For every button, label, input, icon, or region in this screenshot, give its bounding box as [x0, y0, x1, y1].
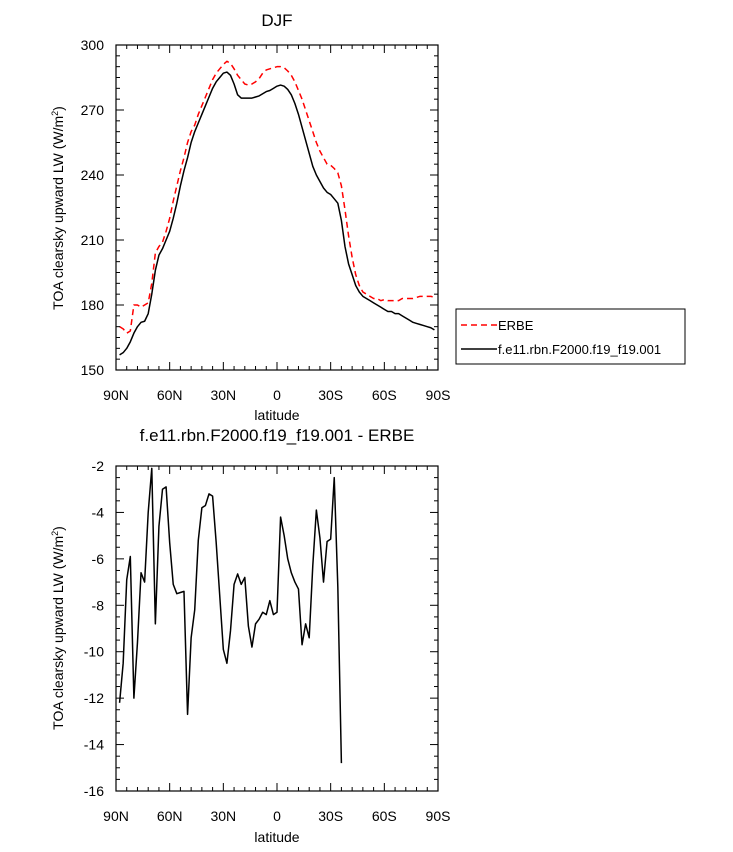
top-chart: DJF 90N 60N 30N 0 30S 60S 90S 150 180 210 240 270 30… [50, 11, 686, 423]
top-chart-xlabel: latitude [254, 407, 299, 423]
bottom-chart-title: f.e11.rbn.F2000.f19_f19.001 - ERBE [140, 426, 415, 445]
top-ytick-label: 270 [81, 102, 105, 118]
bottom-chart-ylabel: TOA clearsky upward LW (W/m2) [50, 526, 66, 730]
top-ytick-label: 240 [81, 167, 105, 183]
top-xtick-label: 60N [157, 387, 183, 403]
bottom-ytick-label: -16 [84, 783, 104, 799]
top-series-line-1 [119, 71, 435, 356]
legend-box [455, 308, 686, 365]
top-xtick-label: 90N [103, 387, 129, 403]
top-chart-ylabel-suffix: ) [50, 106, 66, 111]
top-series-line-0 [119, 60, 435, 334]
bottom-chart-ylabel-suffix: ) [50, 526, 66, 531]
bottom-chart-xlabel: latitude [254, 829, 299, 845]
legend-label-erbe: ERBE [498, 318, 534, 333]
bottom-ytick-label: -14 [84, 737, 104, 753]
top-chart-ylabel-superscript: 2 [50, 111, 60, 116]
bottom-chart-ticks: 90N 60N 30N 0 30S 60S 90S -16 -14 -12 -10 -8 -6 -4 -2 [84, 458, 451, 824]
top-chart-series [119, 60, 435, 356]
bottom-xtick-label: 30S [318, 808, 343, 824]
top-ytick-label: 210 [81, 232, 105, 248]
bottom-xtick-label: 90S [426, 808, 451, 824]
top-ytick-label: 180 [81, 297, 105, 313]
top-xtick-label: 30N [210, 387, 236, 403]
bottom-ytick-label: -2 [92, 458, 105, 474]
bottom-chart-ylabel-main: TOA clearsky upward LW (W/m [50, 536, 66, 730]
top-chart-legend: ERBE f.e11.rbn.F2000.f19_f19.001 [455, 308, 686, 365]
bottom-series-line-0 [118, 467, 343, 764]
top-chart-ylabel: TOA clearsky upward LW (W/m2) [50, 106, 66, 310]
top-xtick-label: 60S [372, 387, 397, 403]
bottom-chart: f.e11.rbn.F2000.f19_f19.001 - ERBE 90N 60… [50, 426, 450, 845]
bottom-xtick-label: 90N [103, 808, 129, 824]
bottom-ytick-label: -12 [84, 690, 104, 706]
bottom-xtick-label: 60S [372, 808, 397, 824]
legend-label-model: f.e11.rbn.F2000.f19_f19.001 [498, 342, 661, 357]
bottom-ytick-label: -10 [84, 644, 104, 660]
bottom-ytick-label: -6 [92, 551, 105, 567]
top-chart-ticks: 90N 60N 30N 0 30S 60S 90S 150 180 210 240 270 300 [81, 37, 451, 403]
bottom-ytick-label: -8 [92, 597, 105, 613]
top-xtick-label: 0 [273, 387, 281, 403]
bottom-ytick-label: -4 [92, 504, 105, 520]
top-ytick-label: 300 [81, 37, 105, 53]
bottom-xtick-label: 30N [210, 808, 236, 824]
top-ytick-label: 150 [81, 362, 105, 378]
bottom-xtick-label: 60N [157, 808, 183, 824]
top-xtick-label: 30S [318, 387, 343, 403]
bottom-xtick-label: 0 [273, 808, 281, 824]
bottom-chart-ylabel-superscript: 2 [50, 531, 60, 536]
top-chart-title: DJF [261, 11, 292, 30]
top-xtick-label: 90S [426, 387, 451, 403]
bottom-chart-series [118, 467, 343, 764]
top-chart-ylabel-main: TOA clearsky upward LW (W/m [50, 116, 66, 310]
